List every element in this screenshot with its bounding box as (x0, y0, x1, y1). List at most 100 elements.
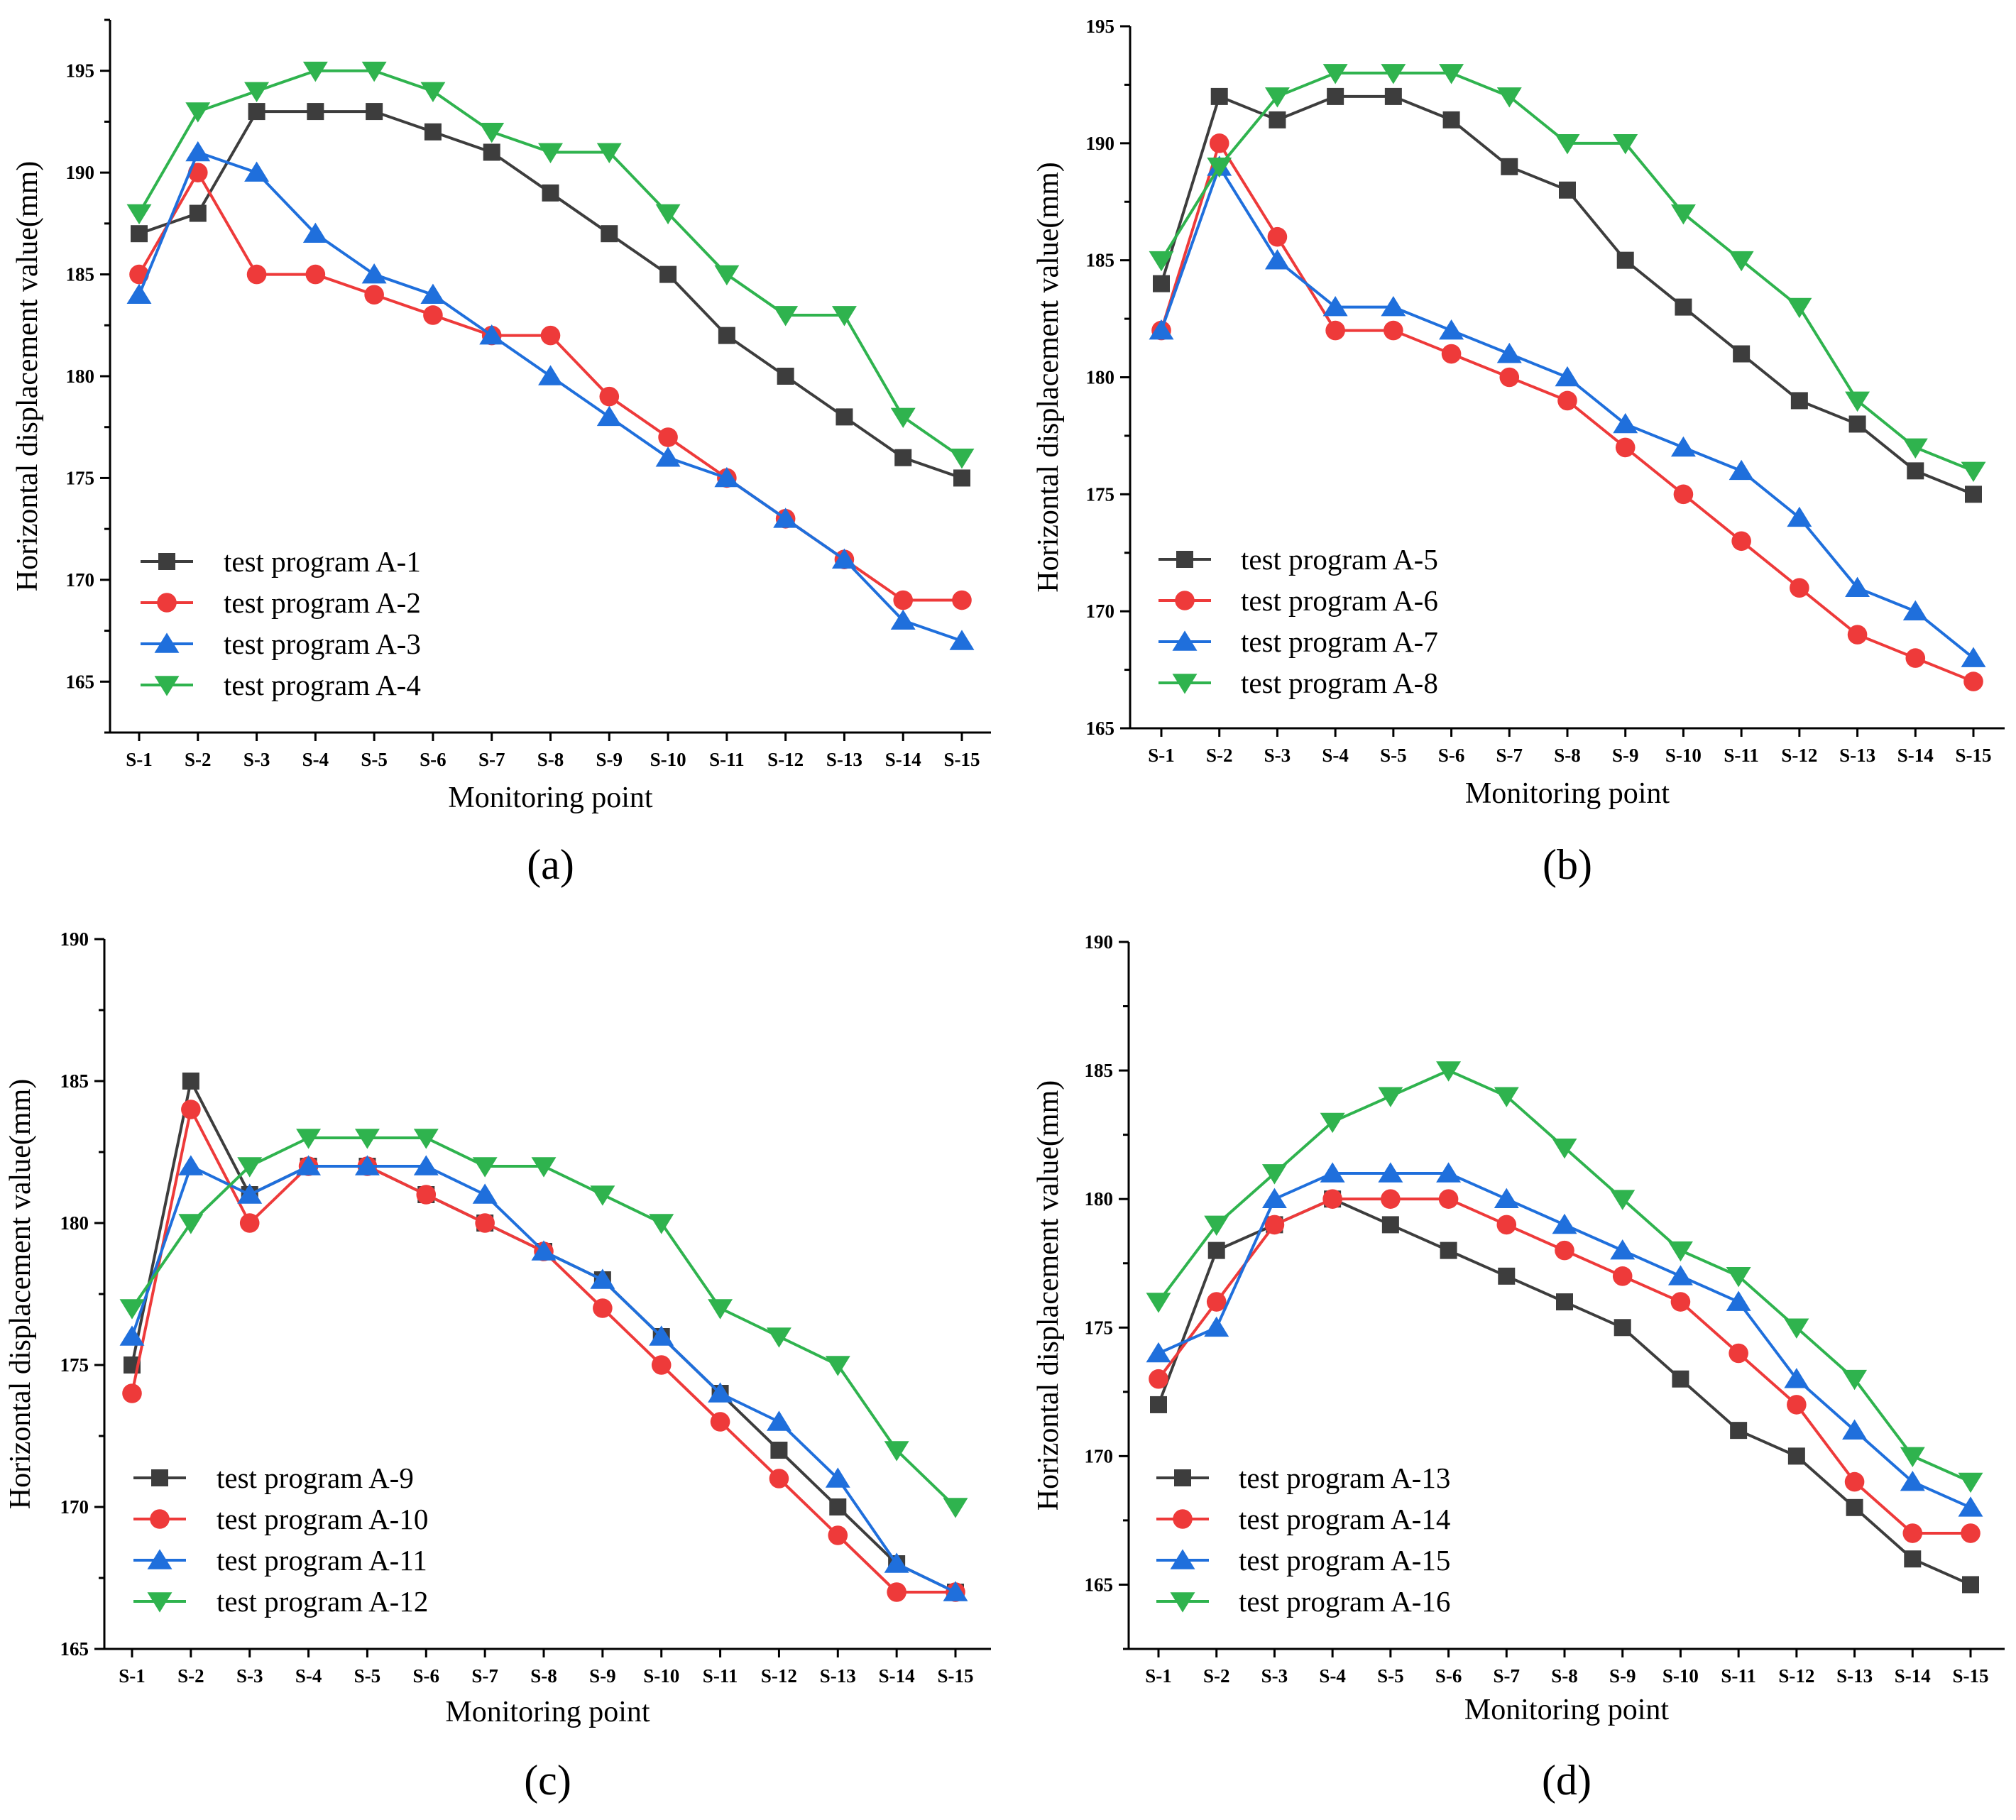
data-point (178, 1214, 204, 1234)
y-tick-label: 170 (66, 569, 95, 591)
data-point (1612, 1266, 1633, 1286)
data-point (1726, 1267, 1751, 1288)
data-point (1442, 111, 1460, 128)
data-point (1675, 298, 1692, 316)
data-point (1378, 1162, 1403, 1183)
y-axis-title: Horizontal displacement value(mm) (1032, 162, 1065, 592)
data-point (649, 1214, 674, 1234)
x-tick-label: S-8 (1554, 745, 1581, 766)
data-point (1436, 1061, 1462, 1082)
data-point (708, 1382, 733, 1403)
legend-swatch-marker (147, 1549, 172, 1569)
data-point (189, 204, 207, 222)
data-point (423, 305, 443, 325)
x-tick-label: S-11 (1721, 1665, 1756, 1687)
x-tick-label: S-8 (1551, 1665, 1578, 1687)
legend-swatch-marker (154, 676, 180, 696)
y-tick-label: 165 (1085, 1574, 1114, 1595)
data-point (836, 408, 853, 426)
data-point (1961, 461, 1986, 482)
x-tick-label: S-8 (537, 749, 564, 770)
x-tick-label: S-3 (243, 749, 270, 770)
legend-swatch-marker (151, 1469, 168, 1486)
data-point (949, 448, 975, 469)
legend-swatch-marker (157, 593, 177, 613)
data-point (1204, 1215, 1229, 1236)
data-point (1961, 647, 1986, 667)
data-point (1146, 1293, 1171, 1313)
data-point (1149, 251, 1174, 272)
data-point (1962, 1576, 1979, 1594)
x-tick-label: S-3 (1264, 745, 1291, 766)
data-point (710, 1412, 730, 1432)
data-point (1436, 1162, 1462, 1183)
y-tick-label: 185 (60, 1070, 89, 1092)
data-point (1844, 1471, 1865, 1492)
data-point (420, 283, 446, 305)
data-point (366, 103, 383, 121)
data-point (185, 102, 211, 123)
data-point (708, 1299, 733, 1320)
x-tick-label: S-9 (1609, 1665, 1636, 1687)
data-point (531, 1240, 557, 1261)
data-point (538, 365, 563, 385)
data-point (655, 446, 681, 467)
data-point (1900, 1470, 1925, 1491)
legend-swatch-marker (1173, 1509, 1193, 1529)
x-tick-label: S-9 (1612, 745, 1639, 766)
x-tick-label: S-15 (943, 749, 980, 770)
data-point (1613, 134, 1638, 155)
data-point (538, 143, 563, 164)
x-tick-label: S-10 (650, 749, 686, 770)
x-tick-label: S-13 (1836, 1665, 1873, 1687)
data-point (119, 1299, 145, 1320)
x-tick-label: S-14 (879, 1665, 915, 1687)
data-point (531, 1157, 557, 1178)
data-point (1325, 320, 1345, 341)
x-tick-label: S-3 (1261, 1665, 1288, 1687)
data-point (420, 82, 446, 102)
data-point (122, 1383, 142, 1403)
legend-label: test program A-10 (217, 1503, 428, 1535)
data-point (1381, 296, 1406, 317)
x-tick-label: S-7 (471, 1665, 498, 1687)
data-point (1670, 436, 1696, 457)
data-point (1498, 1267, 1516, 1285)
data-point (1848, 415, 1866, 433)
data-point (1264, 87, 1290, 108)
y-tick-label: 175 (1085, 1317, 1114, 1338)
y-axis-title: Horizontal displacement value(mm) (4, 1079, 37, 1509)
data-point (894, 449, 912, 466)
data-point (1269, 111, 1286, 128)
data-point (1207, 1241, 1225, 1259)
data-point (1494, 1188, 1519, 1208)
legend-swatch-marker (1172, 674, 1198, 694)
data-point (1494, 1087, 1519, 1107)
series-line (1160, 71, 1974, 473)
data-point (1381, 1189, 1401, 1209)
data-point (1787, 1447, 1805, 1465)
x-tick-label: S-10 (1665, 745, 1702, 766)
y-tick-label: 190 (60, 928, 89, 950)
data-point (1900, 1447, 1925, 1467)
series-line (1157, 1069, 1971, 1484)
data-point (953, 469, 970, 487)
legend-swatch-marker (150, 1509, 170, 1529)
x-tick-label: S-3 (236, 1665, 263, 1687)
data-point (1439, 64, 1464, 84)
y-tick-label: 175 (60, 1354, 89, 1376)
data-point (178, 1155, 204, 1175)
data-point (1496, 87, 1522, 108)
data-point (302, 61, 328, 82)
x-tick-label: S-1 (126, 749, 153, 770)
x-tick-label: S-2 (177, 1665, 204, 1687)
data-point (1787, 506, 1812, 527)
legend-swatch-marker (147, 1592, 172, 1613)
data-point (1616, 251, 1634, 269)
data-point (185, 141, 211, 162)
y-tick-label: 170 (1085, 1445, 1114, 1467)
x-axis-title: Monitoring point (448, 782, 653, 814)
y-tick-label: 185 (1085, 1060, 1114, 1081)
data-point (1499, 367, 1520, 388)
data-point (773, 508, 799, 528)
